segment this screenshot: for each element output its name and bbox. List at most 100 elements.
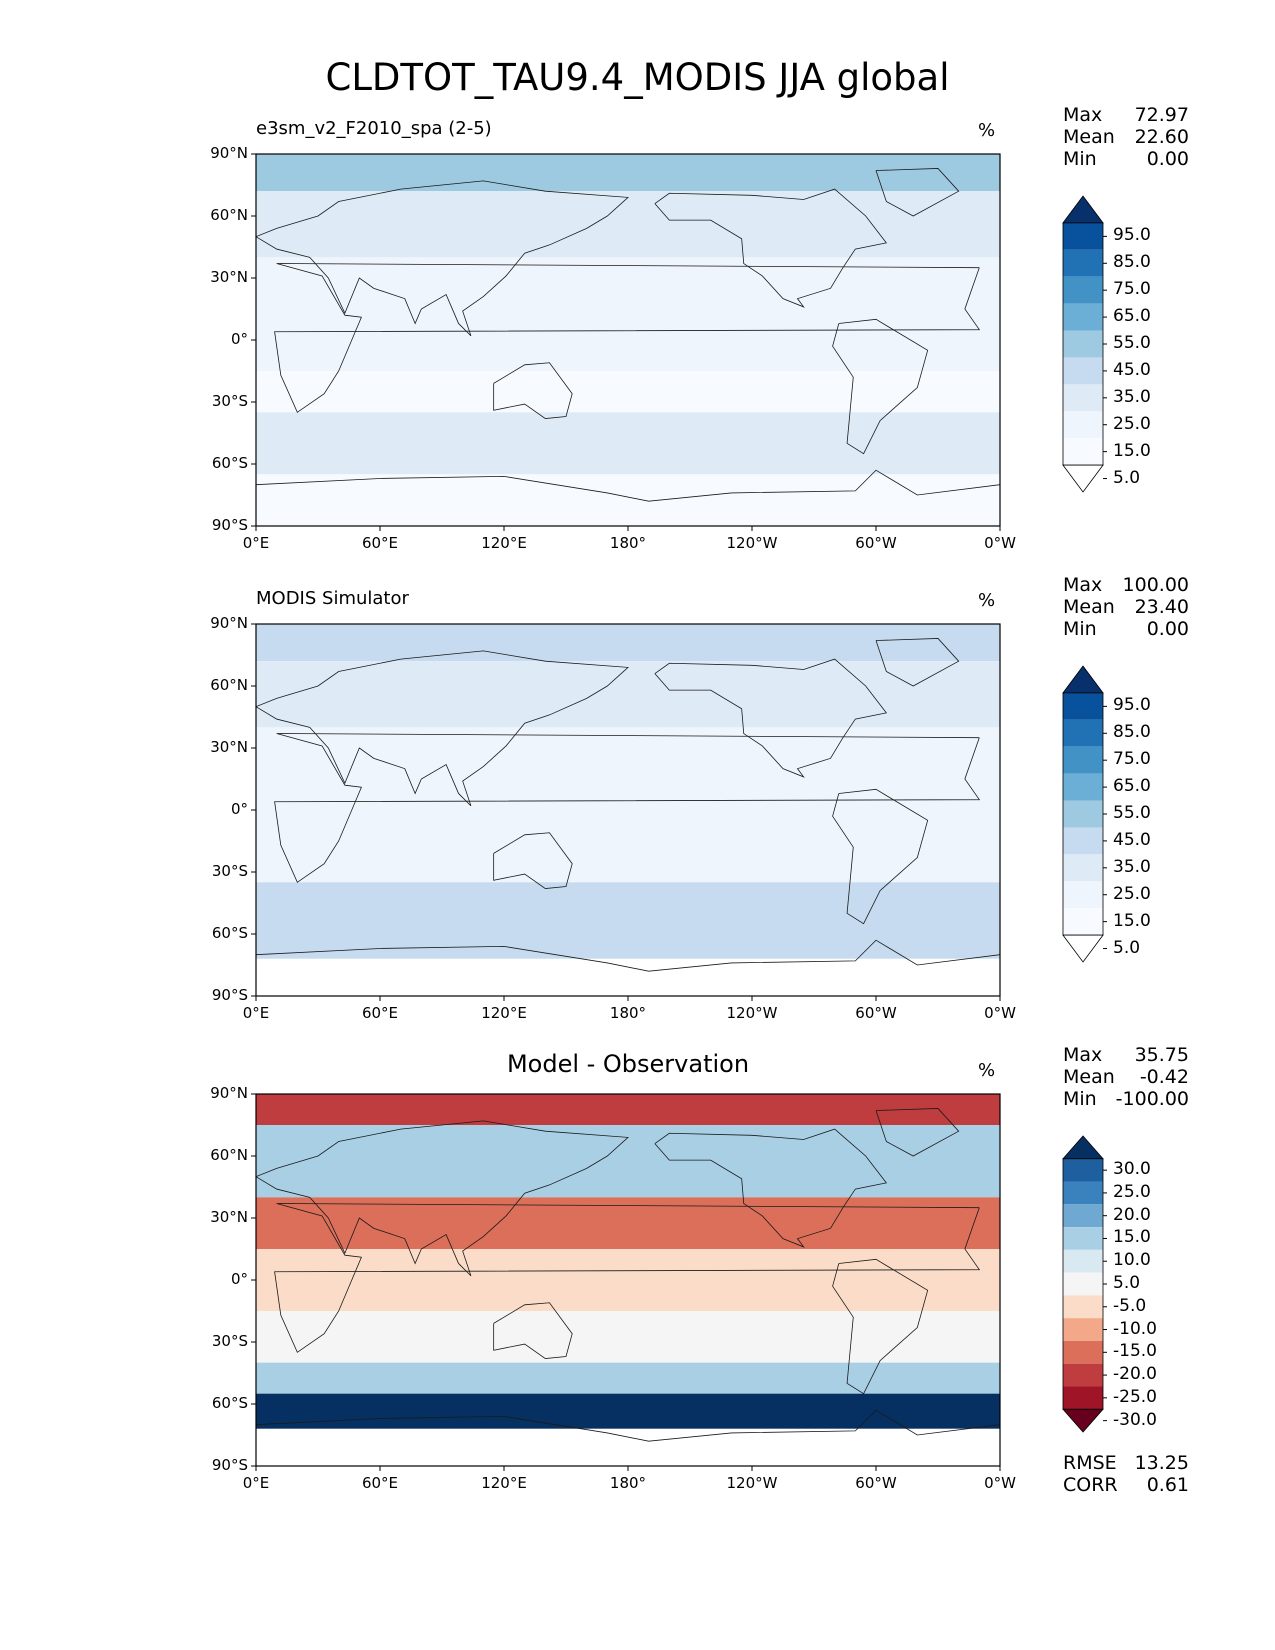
colorbar-extend-top [1062,195,1104,224]
colorbar-segment [1063,800,1103,828]
colorbar [1062,195,1107,493]
stat-max-value: 100.00 [1122,574,1189,596]
colorbar-segment [1063,854,1103,882]
coastline-3 [875,168,960,217]
lat-tick-label: 60°N [210,676,248,694]
rmse-label: RMSE [1063,1452,1117,1474]
colorbar-segment [1063,1158,1103,1182]
field-layer [256,624,1000,996]
metrics-box: RMSE 13.25 CORR 0.61 [1063,1452,1189,1496]
colorbar-segment [1063,303,1103,331]
coastline-2 [654,188,888,308]
colorbar-tick-label: 65.0 [1113,776,1151,797]
colorbar-segment [1063,1363,1103,1387]
colorbar-tick-label: -25.0 [1113,1386,1157,1407]
stat-mean-value: 22.60 [1134,126,1189,148]
colorbar-segment [1063,1318,1103,1341]
colorbar-extend-bottom [1062,934,1104,963]
panel-units: % [978,120,996,141]
colorbar-tick-label: 20.0 [1113,1204,1151,1225]
colorbar-tick-label: 25.0 [1113,883,1151,904]
colorbar-extend-bottom [1062,1408,1104,1433]
field-band-2 [256,257,1000,309]
panel-test: e3sm_v2_F2010_spa (2-5) % Max 72.97 Mean 2… [0,104,1275,588]
field-layer [256,1094,1000,1466]
colorbar-extend-top [1062,1135,1104,1160]
field-band-2 [256,1197,1000,1249]
colorbar-segment [1063,1340,1103,1364]
lon-tick-label: 60°E [361,1004,399,1022]
colorbar-tick-label: 65.0 [1113,306,1151,327]
stats-box: Max 72.97 Mean 22.60 Min 0.00 [1063,104,1189,170]
stat-min-label: Min [1063,1088,1097,1110]
lon-tick-label: 60°E [361,1474,399,1492]
colorbar-tick-label: 5.0 [1113,937,1141,958]
corr-label: CORR [1063,1474,1118,1496]
colorbar-segment [1063,692,1103,720]
lat-tick-label: 90°N [210,614,248,632]
corr-value: 0.61 [1146,1474,1189,1496]
colorbar-tick-label: -30.0 [1113,1409,1157,1430]
colorbar-tick-label: 10.0 [1113,1250,1151,1271]
lon-tick-label: 60°W [855,534,897,552]
colorbar-tick-label: 45.0 [1113,359,1151,380]
colorbar-segment [1063,357,1103,385]
colorbar-segment [1063,719,1103,747]
lat-tick-label: 0° [230,800,248,818]
lat-tick-label: 60°N [210,206,248,224]
lat-tick-label: 90°S [211,1456,248,1474]
stat-mean-value: -0.42 [1139,1066,1189,1088]
colorbar-segment [1063,330,1103,358]
panel-title: MODIS Simulator [256,588,409,609]
field-band-1 [256,191,1000,258]
colorbar-segment [1063,827,1103,855]
colorbar-segment [1063,249,1103,277]
colorbar-segment [1063,1295,1103,1319]
rmse-value: 13.25 [1134,1452,1189,1474]
colorbar-tick-label: 95.0 [1113,225,1151,246]
field-band-4 [256,371,1000,413]
colorbar-tick-label: 55.0 [1113,803,1151,823]
colorbar-tick-label: 25.0 [1113,1181,1151,1202]
stats-box: Max 35.75 Mean -0.42 Min -100.00 [1063,1044,1189,1110]
lat-tick-label: 90°S [211,986,248,1004]
lat-tick-label: 60°S [211,1394,248,1412]
coastline-1 [256,180,629,337]
lon-tick-label: 0°W [984,1004,1016,1022]
field-band-4 [256,1311,1000,1363]
colorbar-tick-label: 15.0 [1113,440,1151,461]
coastline-5 [493,362,573,419]
stat-mean-value: 23.40 [1134,596,1189,618]
stat-min-label: Min [1063,148,1097,170]
field-band-0 [256,154,1000,192]
colorbar-segment [1063,1204,1103,1228]
lon-tick-label: 120°E [481,1474,527,1492]
stat-max-label: Max [1063,104,1103,126]
colorbar-segment [1063,1227,1103,1250]
lat-tick-label: 30°S [211,392,248,410]
colorbar-tick-label: 15.0 [1113,910,1151,931]
colorbar [1062,1135,1107,1433]
lon-tick-label: 120°W [726,1474,778,1492]
colorbar-tick-label: 75.0 [1113,279,1151,300]
coastline-5 [493,1302,573,1359]
lon-tick-label: 180° [609,1474,647,1492]
stat-max-label: Max [1063,574,1103,596]
lon-tick-label: 60°W [855,1004,897,1022]
stat-mean-label: Mean [1063,126,1115,148]
lon-tick-label: 180° [609,1004,647,1022]
colorbar-extend-bottom [1062,464,1104,493]
lat-tick-label: 30°N [210,1208,248,1226]
colorbar-tick-label: 15.0 [1113,1227,1151,1248]
coastline-3 [875,1108,960,1157]
colorbar-segment [1063,411,1103,439]
lat-tick-label: 90°N [210,1084,248,1102]
colorbar-tick-label: 95.0 [1113,695,1151,716]
lat-tick-label: 60°S [211,454,248,472]
colorbar-tick-label: -15.0 [1113,1341,1157,1362]
lat-tick-label: 30°S [211,862,248,880]
field-band-7 [256,1428,1000,1466]
panel-title: e3sm_v2_F2010_spa (2-5) [256,118,492,139]
coastline-6 [256,939,1000,972]
lon-tick-label: 0°E [242,1474,270,1492]
